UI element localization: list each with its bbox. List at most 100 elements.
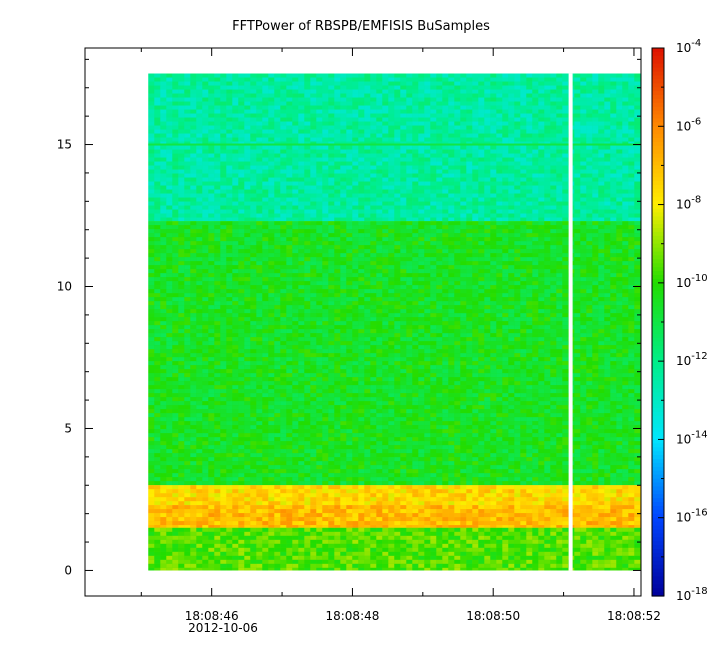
spectrogram-cell — [628, 257, 635, 262]
spectrogram-cell — [214, 209, 221, 214]
spectrogram-cell — [202, 245, 209, 250]
spectrogram-cell — [436, 237, 443, 242]
spectrogram-cell — [424, 169, 431, 174]
spectrogram-cell — [562, 233, 569, 238]
spectrogram-cell — [160, 73, 167, 78]
spectrogram-cell — [364, 85, 371, 90]
spectrogram-cell — [484, 233, 491, 238]
spectrogram-cell — [172, 81, 179, 86]
spectrogram-cell — [604, 81, 611, 86]
spectrogram-cell — [544, 209, 551, 214]
spectrogram-cell — [604, 237, 611, 242]
spectrogram-cell — [166, 189, 173, 194]
spectrogram-cell — [316, 269, 323, 274]
spectrogram-cell — [580, 309, 587, 314]
spectrogram-cell — [424, 193, 431, 198]
spectrogram-cell — [574, 185, 581, 190]
spectrogram-cell — [628, 137, 635, 142]
spectrogram-cell — [184, 153, 191, 158]
spectrogram-cell — [592, 209, 599, 214]
spectrogram-cell — [388, 181, 395, 186]
spectrogram-cell — [268, 157, 275, 162]
spectrogram-cell — [322, 109, 329, 114]
spectrogram-cell — [532, 269, 539, 274]
spectrogram-cell — [172, 129, 179, 134]
spectrogram-cell — [622, 309, 629, 314]
spectrogram-cell — [556, 289, 563, 294]
spectrogram-cell — [586, 157, 593, 162]
spectrogram-cell — [292, 289, 299, 294]
spectrogram-cell — [376, 285, 383, 290]
spectrogram-cell — [424, 85, 431, 90]
spectrogram-cell — [178, 109, 185, 114]
spectrogram-cell — [340, 157, 347, 162]
spectrogram-cell — [310, 253, 317, 258]
spectrogram-cell — [148, 285, 155, 290]
spectrogram-cell — [286, 293, 293, 298]
spectrogram-cell — [328, 273, 335, 278]
spectrogram-cell — [526, 97, 533, 102]
spectrogram-cell — [550, 137, 557, 142]
spectrogram-cell — [634, 181, 641, 186]
spectrogram-cell — [472, 157, 479, 162]
spectrogram-cell — [574, 201, 581, 206]
spectrogram-cell — [634, 173, 641, 178]
spectrogram-cell — [280, 173, 287, 178]
spectrogram-cell — [292, 277, 299, 282]
spectrogram-cell — [460, 237, 467, 242]
spectrogram-cell — [256, 297, 263, 302]
spectrogram-cell — [544, 165, 551, 170]
spectrogram-cell — [220, 149, 227, 154]
spectrogram-cell — [244, 217, 251, 222]
spectrogram-cell — [556, 269, 563, 274]
spectrogram-cell — [610, 293, 617, 298]
spectrogram-cell — [616, 193, 623, 198]
spectrogram-cell — [292, 89, 299, 94]
spectrogram-cell — [460, 153, 467, 158]
spectrogram-cell — [496, 161, 503, 166]
spectrogram-cell — [436, 213, 443, 218]
spectrogram-cell — [214, 129, 221, 134]
spectrogram-cell — [598, 281, 605, 286]
spectrogram-cell — [214, 249, 221, 254]
spectrogram-cell — [574, 209, 581, 214]
spectrogram-cell — [478, 209, 485, 214]
spectrogram-cell — [628, 297, 635, 302]
spectrogram-cell — [592, 109, 599, 114]
spectrogram-cell — [472, 129, 479, 134]
spectrogram-cell — [478, 145, 485, 150]
spectrogram-cell — [592, 97, 599, 102]
spectrogram-cell — [154, 73, 161, 78]
spectrogram-cell — [346, 241, 353, 246]
spectrogram-cell — [628, 153, 635, 158]
spectrogram-cell — [616, 301, 623, 306]
spectrogram-cell — [508, 117, 515, 122]
spectrogram-cell — [538, 81, 545, 86]
spectrogram-cell — [250, 109, 257, 114]
spectrogram-cell — [184, 305, 191, 310]
spectrogram-cell — [574, 253, 581, 258]
spectrogram-cell — [460, 221, 467, 226]
spectrogram-cell — [238, 217, 245, 222]
spectrogram-cell — [544, 193, 551, 198]
spectrogram-cell — [436, 241, 443, 246]
spectrogram-cell — [454, 117, 461, 122]
spectrogram-cell — [160, 257, 167, 262]
spectrogram-cell — [484, 305, 491, 310]
spectrogram-cell — [154, 273, 161, 278]
spectrogram-cell — [598, 97, 605, 102]
spectrogram-cell — [502, 129, 509, 134]
spectrogram-cell — [310, 109, 317, 114]
spectrogram-cell — [520, 237, 527, 242]
spectrogram-cell — [184, 81, 191, 86]
spectrogram-cell — [580, 85, 587, 90]
spectrogram-cell — [262, 205, 269, 210]
spectrogram-cell — [250, 173, 257, 178]
spectrogram-cell — [292, 233, 299, 238]
spectrogram-cell — [214, 101, 221, 106]
spectrogram-cell — [610, 185, 617, 190]
spectrogram-cell — [496, 205, 503, 210]
spectrogram-cell — [598, 145, 605, 150]
spectrogram-cell — [190, 269, 197, 274]
spectrogram-cell — [412, 253, 419, 258]
